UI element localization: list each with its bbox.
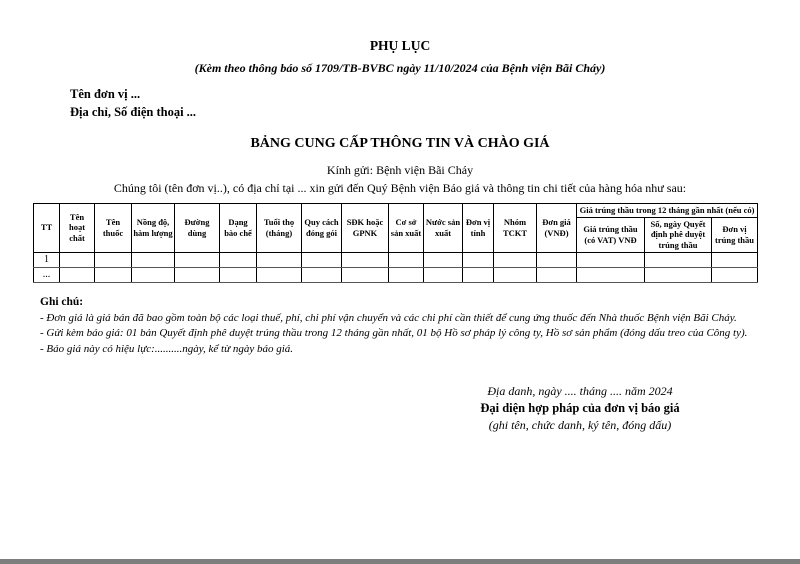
table-cell: 1 [33,251,60,268]
unit-name-line: Tên đơn vị ... [70,87,141,101]
note-line: - Gửi kèm báo giá: 01 bản Quyết định phê… [40,327,748,339]
column-header: Nước sản xuất [423,203,463,253]
table-cell [576,266,645,283]
form-title: BẢNG CUNG CẤP THÔNG TIN VÀ CHÀO GIÁ [250,136,550,151]
table-cell [710,266,759,283]
table-cell: ... [33,266,60,283]
table-cell [388,251,424,268]
column-header: Nồng độ, hàm lượng [131,203,175,253]
table-cell [174,251,220,268]
signature-block: Địa danh, ngày .... tháng .... năm 2024 … [400,384,760,433]
table-cell [301,266,342,283]
table-cell [576,251,645,268]
document-page: PHỤ LỤC (Kèm theo thông báo số 1709/TB-B… [0,38,800,564]
intro-line: Chúng tôi (tên đơn vị..), có địa chỉ tại… [113,181,687,195]
org-info: Tên đơn vị ... Địa chỉ, Số điện thoại ..… [70,85,800,121]
table-cell [341,266,389,283]
table-cell [423,266,463,283]
group-column-header: Giá trúng thầu trong 12 tháng gần nhất (… [575,203,759,218]
table-cell [174,266,220,283]
table-cell [462,251,494,268]
table-header: TT Tên hoạt chất Tên thuốc Nồng độ, hàm … [33,203,759,253]
notes-section: Ghi chú: - Đơn giá là giá bán đã bao gồm… [40,296,800,358]
column-header: Tuổi thọ (tháng) [256,203,302,253]
table-cell [256,251,302,268]
note-line: - Báo giá này có hiệu lực:..........ngày… [40,342,294,355]
signature-role: Đại diện hợp pháp của đơn vị báo giá [480,401,680,415]
table-cell [644,266,712,283]
table-cell [131,251,175,268]
salutation-line: Kính gửi: Bệnh viện Bãi Cháy [326,163,474,177]
sub-column-header: Giá trúng thầu (có VAT) VNĐ [576,216,645,253]
signature-place-date: Địa danh, ngày .... tháng .... năm 2024 [487,384,673,398]
column-header: Cơ sở sản xuất [388,203,424,253]
table-cell [644,251,712,268]
header-row-1: TT Tên hoạt chất Tên thuốc Nồng độ, hàm … [33,203,759,253]
table-cell [219,266,257,283]
table-cell [710,251,759,268]
table-cell [536,251,577,268]
column-header: Tên thuốc [94,203,132,253]
column-header: SĐK hoặc GPNK [341,203,389,253]
page-title: PHỤ LỤC [369,38,431,53]
table-row: 1 [33,251,759,268]
table-cell [493,266,537,283]
note-line: - Đơn giá là giá bán đã bao gồm toàn bộ … [40,311,737,324]
table-body: 1... [33,251,759,283]
column-header: Quy cách đóng gói [301,203,342,253]
address-line: Địa chỉ, Số điện thoại ... [70,105,197,119]
column-header: Đơn giá (VNĐ) [536,203,577,253]
table-cell [59,251,95,268]
page-subtitle: (Kèm theo thông báo số 1709/TB-BVBC ngày… [194,61,606,75]
notes-title: Ghi chú: [40,295,84,308]
table-cell [388,266,424,283]
table-cell [341,251,389,268]
column-header: Nhóm TCKT [493,203,537,253]
table-cell [131,266,175,283]
offer-table: TT Tên hoạt chất Tên thuốc Nồng độ, hàm … [33,203,759,283]
sub-column-header: Đơn vị trúng thầu [710,216,759,253]
table-cell [94,251,132,268]
signature-note: (ghi tên, chức danh, ký tên, đóng dấu) [488,418,672,432]
table-cell [59,266,95,283]
column-header: Tên hoạt chất [59,203,95,253]
column-header: Đơn vị tính [462,203,494,253]
table-cell [536,266,577,283]
table-cell [256,266,302,283]
column-header: Đường dùng [174,203,220,253]
table-cell [94,266,132,283]
table-row: ... [33,266,759,283]
bottom-bar [0,559,800,564]
table-cell [219,251,257,268]
column-header: Dạng bào chế [219,203,257,253]
column-header: TT [33,203,60,253]
table-cell [423,251,463,268]
table-cell [301,251,342,268]
table-cell [462,266,494,283]
sub-column-header: Số, ngày Quyết định phê duyệt trúng thầu [644,216,712,253]
table-cell [493,251,537,268]
